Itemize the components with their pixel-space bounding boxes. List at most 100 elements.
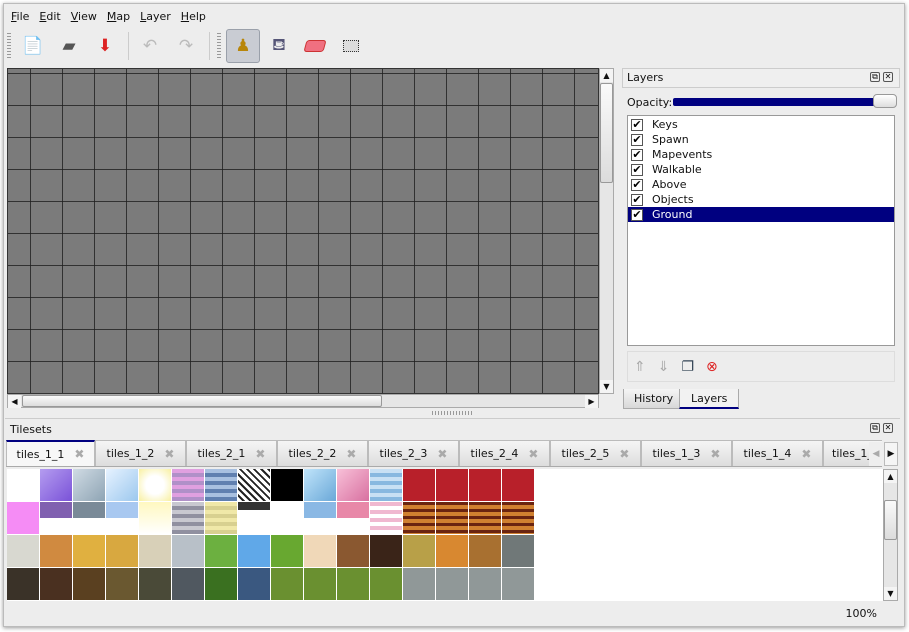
tile[interactable] (172, 469, 204, 501)
layer-row-walkable[interactable]: ✔ Walkable (628, 162, 894, 177)
close-tab-icon[interactable]: ✖ (619, 446, 630, 461)
map-horizontal-scrollbar[interactable]: ◀ ▶ (7, 394, 599, 408)
tab-tileset[interactable]: tiles_1_2 ✖ (95, 440, 186, 466)
close-tab-icon[interactable]: ✖ (437, 446, 448, 461)
map-canvas[interactable] (7, 68, 599, 394)
tab-layers[interactable]: Layers (679, 389, 740, 409)
tab-tileset[interactable]: tiles_1_3 ✖ (641, 440, 732, 466)
new-file-button[interactable]: 📄 (16, 29, 50, 63)
layer-row-spawn[interactable]: ✔ Spawn (628, 132, 894, 147)
tile[interactable] (271, 502, 303, 534)
tile[interactable] (7, 568, 39, 600)
tile[interactable] (172, 568, 204, 600)
visibility-checkbox[interactable]: ✔ (631, 132, 643, 146)
tile[interactable] (7, 469, 39, 501)
tab-tileset[interactable]: tiles_2_5 ✖ (550, 440, 641, 466)
tile[interactable] (172, 535, 204, 567)
visibility-checkbox[interactable]: ✔ (631, 147, 643, 161)
bucket-fill-button[interactable]: ⛾ (262, 29, 296, 63)
close-tab-icon[interactable]: ✖ (346, 446, 357, 461)
tile[interactable] (337, 502, 369, 534)
tile[interactable] (304, 502, 336, 534)
float-icon[interactable]: ⧉ (870, 72, 880, 82)
scroll-down-button[interactable]: ▼ (600, 380, 613, 393)
tile[interactable] (205, 568, 237, 600)
tile[interactable] (139, 502, 171, 534)
tile[interactable] (370, 502, 402, 534)
tile[interactable] (139, 469, 171, 501)
close-tab-icon[interactable]: ✖ (164, 446, 175, 461)
tile[interactable] (271, 535, 303, 567)
rect-select-button[interactable] (334, 29, 368, 63)
duplicate-layer-icon[interactable]: ❐ (681, 358, 695, 375)
tile[interactable] (205, 502, 237, 534)
scroll-thumb[interactable] (884, 500, 897, 540)
tile[interactable] (502, 502, 534, 534)
tile[interactable] (205, 535, 237, 567)
tile[interactable] (40, 469, 72, 501)
close-tab-icon[interactable]: ✖ (74, 447, 85, 461)
tile[interactable] (40, 535, 72, 567)
tile[interactable] (337, 568, 369, 600)
map-vertical-scrollbar[interactable]: ▲ ▼ (599, 68, 614, 394)
layer-row-keys[interactable]: ✔ Keys (628, 117, 894, 132)
tab-tileset[interactable]: tiles_2_3 ✖ (368, 440, 459, 466)
tileset-view[interactable] (7, 469, 883, 601)
tile[interactable] (40, 502, 72, 534)
menu-layer[interactable]: Layer (140, 10, 171, 23)
tile[interactable] (403, 502, 435, 534)
tile[interactable] (436, 568, 468, 600)
tile[interactable] (271, 469, 303, 501)
tile[interactable] (304, 535, 336, 567)
tile[interactable] (172, 502, 204, 534)
tile[interactable] (7, 535, 39, 567)
tile[interactable] (73, 469, 105, 501)
tile[interactable] (436, 469, 468, 501)
tile[interactable] (403, 469, 435, 501)
tile[interactable] (238, 469, 270, 501)
menu-view[interactable]: View (70, 10, 97, 23)
tile[interactable] (403, 535, 435, 567)
tab-tileset[interactable]: tiles_2_2 ✖ (277, 440, 368, 466)
close-tab-icon[interactable]: ✖ (255, 446, 266, 461)
tile[interactable] (337, 535, 369, 567)
close-icon[interactable]: ✕ (883, 72, 893, 82)
visibility-checkbox[interactable]: ✔ (631, 192, 643, 206)
stamp-brush-button[interactable]: ♟ (226, 29, 260, 63)
tile[interactable] (106, 469, 138, 501)
redo-button[interactable]: ↷ (169, 29, 203, 63)
tile[interactable] (436, 535, 468, 567)
close-icon[interactable]: ✕ (883, 423, 893, 433)
tab-tileset[interactable]: tiles_1_1 ✖ (6, 440, 95, 466)
tile[interactable] (304, 469, 336, 501)
menu-map[interactable]: Map (106, 10, 131, 23)
tile[interactable] (469, 469, 501, 501)
tabs-scroll-left-button[interactable]: ◀ (869, 442, 883, 466)
tile[interactable] (403, 568, 435, 600)
tile[interactable] (370, 535, 402, 567)
layer-row-mapevents[interactable]: ✔ Mapevents (628, 147, 894, 162)
tile[interactable] (205, 469, 237, 501)
tile[interactable] (139, 535, 171, 567)
close-tab-icon[interactable]: ✖ (710, 446, 721, 461)
visibility-checkbox[interactable]: ✔ (631, 207, 643, 221)
tile[interactable] (502, 568, 534, 600)
tile[interactable] (370, 568, 402, 600)
opacity-slider-handle[interactable] (873, 94, 897, 108)
tile[interactable] (106, 535, 138, 567)
scroll-up-button[interactable]: ▲ (600, 69, 613, 82)
tile[interactable] (73, 568, 105, 600)
toolbar-grip[interactable] (217, 33, 221, 59)
tile[interactable] (502, 469, 534, 501)
tile[interactable] (7, 502, 39, 534)
move-layer-down-icon[interactable]: ⇓ (657, 358, 670, 375)
tab-tileset[interactable]: tiles_2_1 ✖ (186, 440, 277, 466)
scroll-thumb[interactable] (22, 395, 382, 407)
menu-file[interactable]: File (11, 10, 30, 23)
splitter-handle[interactable] (432, 411, 472, 415)
visibility-checkbox[interactable]: ✔ (631, 117, 643, 131)
tile[interactable] (238, 568, 270, 600)
menu-edit[interactable]: Edit (39, 10, 61, 23)
opacity-slider[interactable] (673, 94, 897, 108)
open-button[interactable]: ▰ (52, 29, 86, 63)
